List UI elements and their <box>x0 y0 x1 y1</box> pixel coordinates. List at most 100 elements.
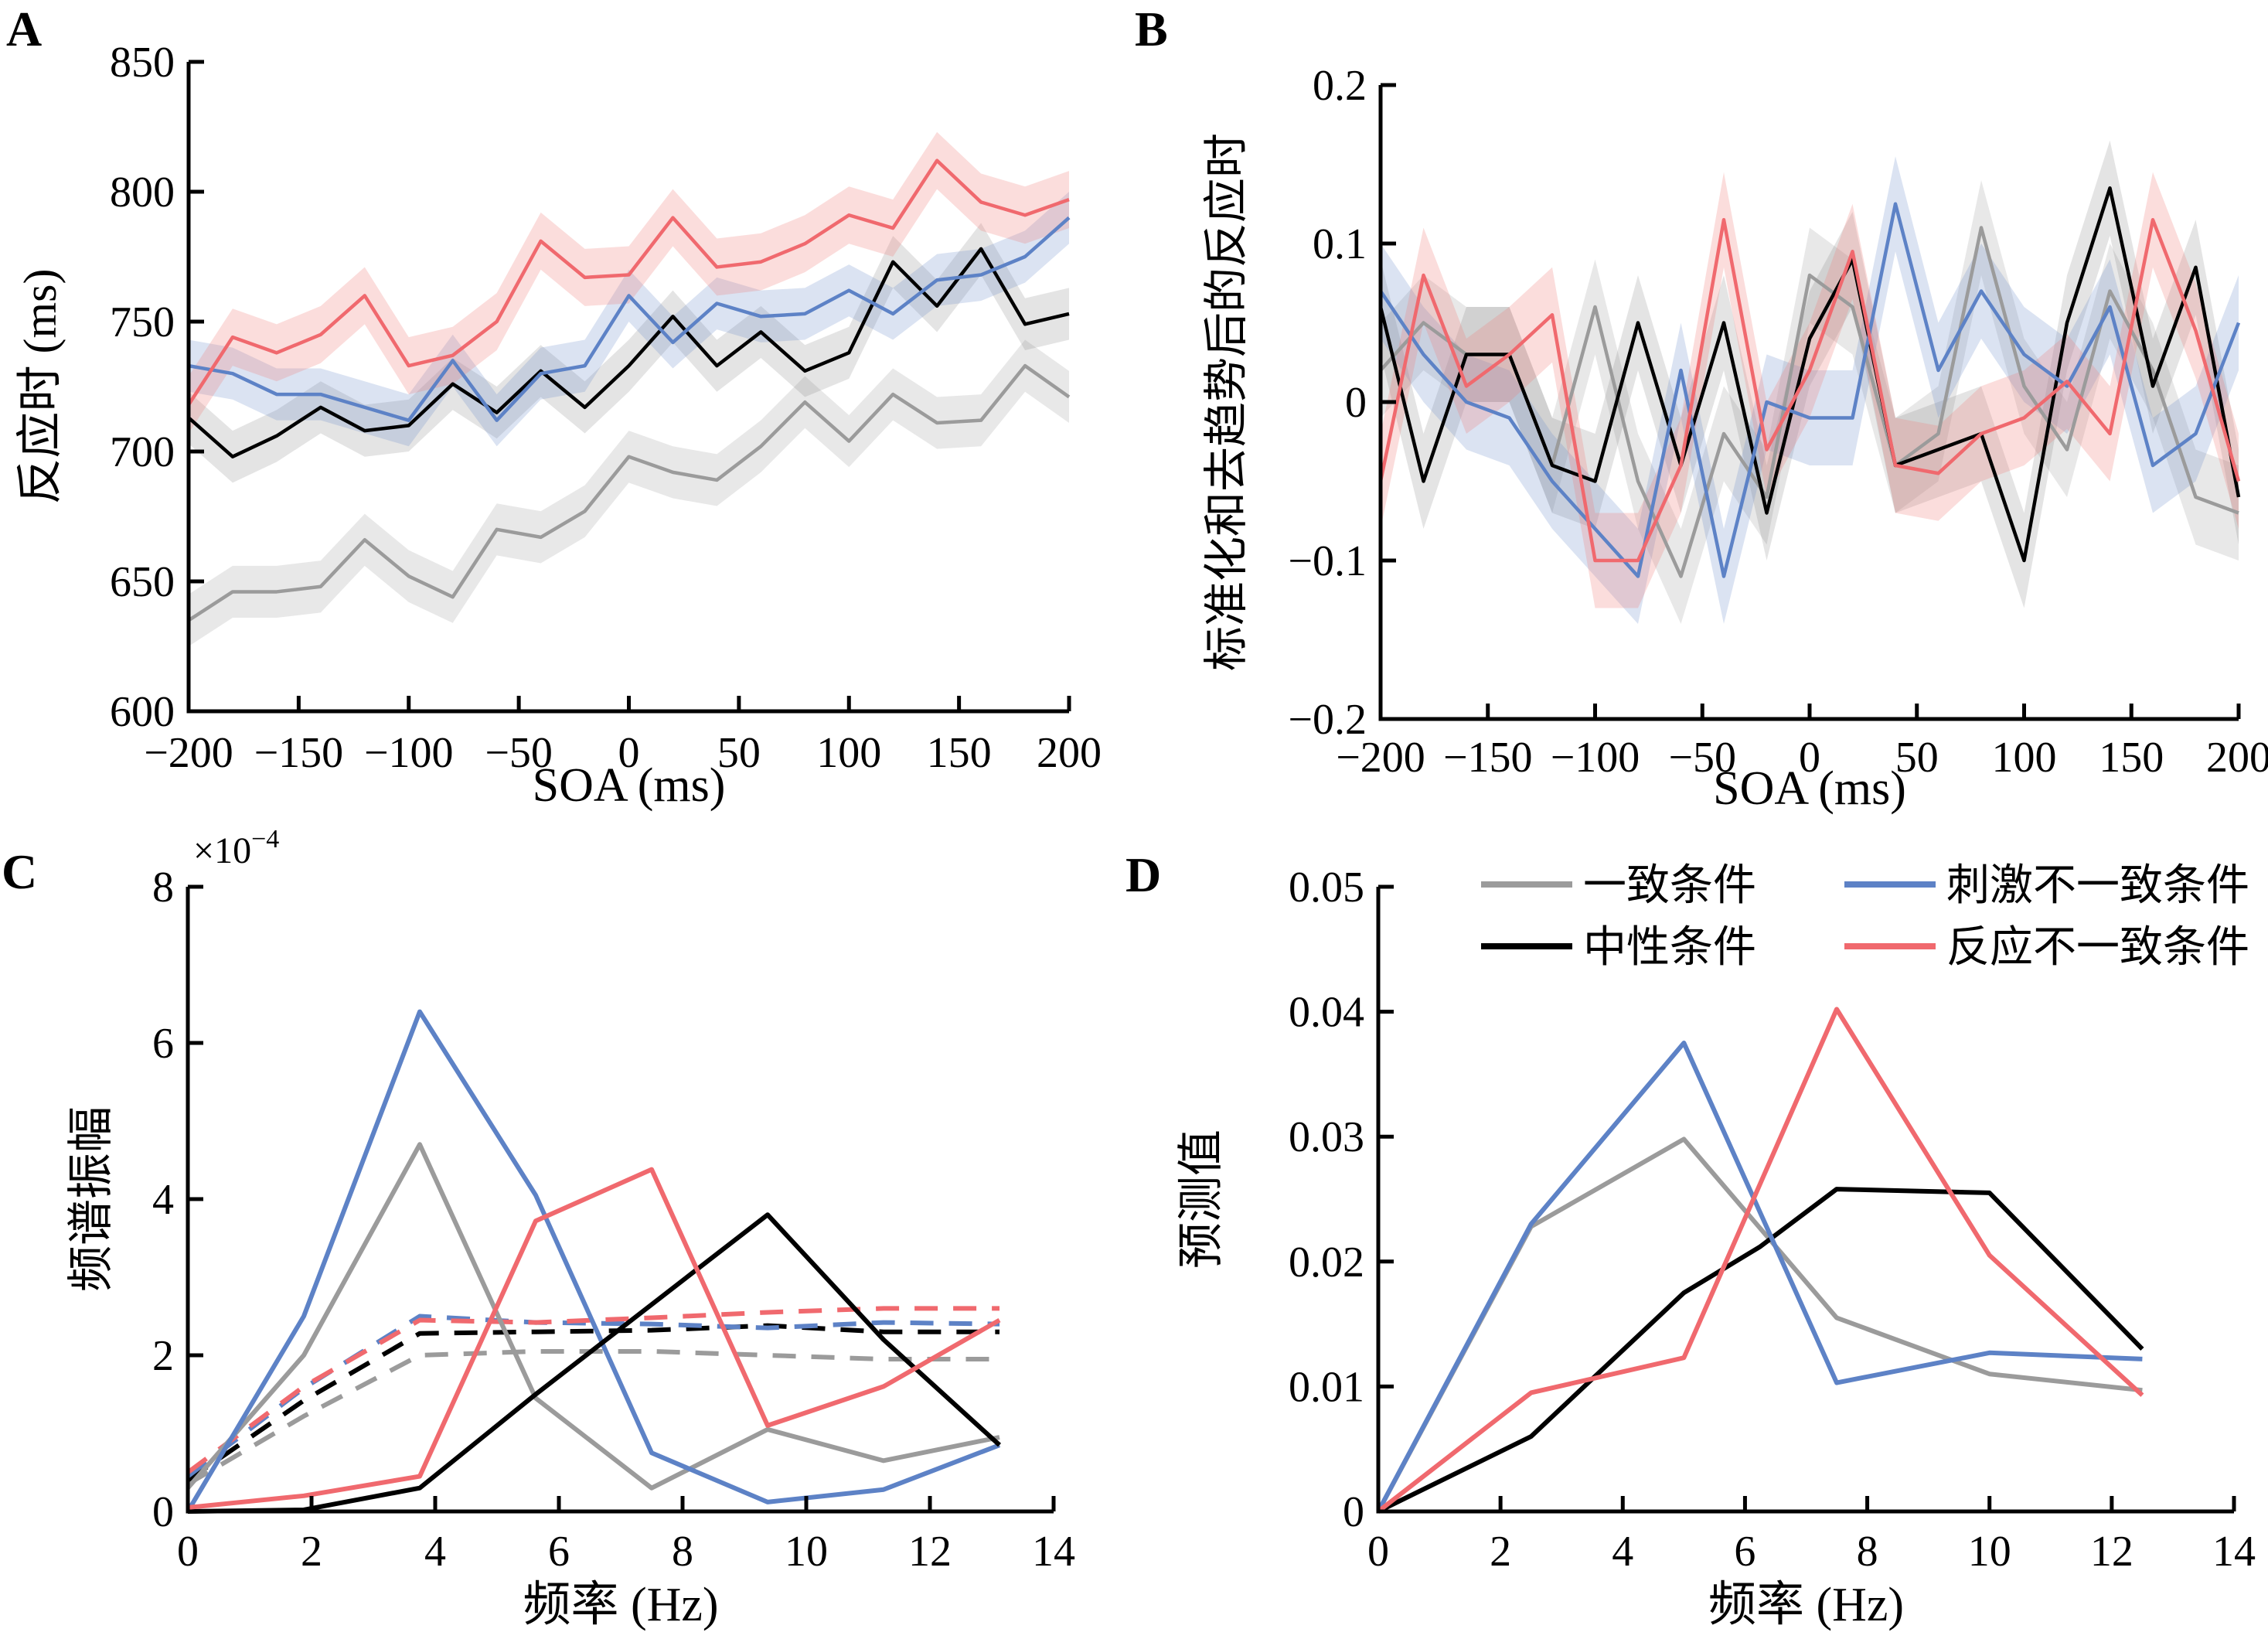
series-band-black <box>1381 140 2239 608</box>
x-tick-label: −150 <box>1443 734 1533 782</box>
x-tick-label: 2 <box>301 1528 322 1576</box>
x-tick-label: 6 <box>1734 1528 1755 1576</box>
x-tick-label: −50 <box>485 729 553 777</box>
y-tick-label: 750 <box>110 298 175 346</box>
panel-a-chart: −200 −150 −100 −50 0 50 100 150 200 600 650 700 750 8… <box>15 39 1102 812</box>
x-tick-label: 8 <box>672 1528 693 1576</box>
x-tick-label: 150 <box>2099 734 2164 782</box>
series-line-black <box>1377 1187 2144 1514</box>
y-tick-label: 0.1 <box>1313 220 1367 268</box>
x-tick-label: −100 <box>1551 734 1640 782</box>
y-tick-label: 0.2 <box>1313 62 1367 110</box>
x-tick-label: 10 <box>785 1528 828 1576</box>
x-tick-label: 4 <box>1612 1528 1633 1576</box>
x-tick-label: 14 <box>2212 1528 2256 1576</box>
series-band-blue <box>1381 156 2239 624</box>
axis-lines <box>186 887 1054 1514</box>
series-line-gray <box>187 363 1071 622</box>
panel-d-chart: 0 2 4 6 8 10 12 14 0 0.01 0.02 0.03 0.04 0.05 频率 (Hz) 预… <box>1176 862 2256 1631</box>
series-band-gray <box>189 339 1069 646</box>
y-tick-label: 6 <box>152 1020 174 1068</box>
y-axis-label: 标准化和去趋势后的反应时 <box>1201 133 1251 671</box>
series-line-gray <box>186 1142 1000 1491</box>
series-band-blue <box>189 192 1069 447</box>
x-axis-label: 频率 (Hz) <box>523 1579 718 1631</box>
x-tick-label: 200 <box>2206 734 2268 782</box>
y-tick-label: 2 <box>152 1332 174 1380</box>
y-tick-label: 0 <box>1345 379 1367 427</box>
x-tick-label: 12 <box>2090 1528 2133 1576</box>
axis-lines <box>1376 887 2234 1514</box>
y-tick-label: 700 <box>110 428 175 476</box>
x-tick-label: 0 <box>1799 734 1820 782</box>
y-tick-label: 0.03 <box>1289 1113 1364 1161</box>
panel-a-label: A <box>6 2 43 56</box>
x-tick-label: 8 <box>1857 1528 1878 1576</box>
series-line-blue <box>1376 1041 2143 1513</box>
x-axis-label: SOA (ms) <box>1713 762 1906 815</box>
x-tick-label: 100 <box>816 729 881 777</box>
x-tick-label: −100 <box>364 729 454 777</box>
x-tick-label: 50 <box>717 729 761 777</box>
series-line-black <box>187 1212 1002 1514</box>
series-line-red-dashed <box>186 1306 999 1474</box>
y-axis-label: 预测值 <box>1176 1130 1227 1269</box>
x-tick-label: 0 <box>177 1528 199 1576</box>
x-tick-label: 12 <box>908 1528 952 1576</box>
legend-label: 一致条件 <box>1583 862 1756 910</box>
y-tick-label: 0.02 <box>1289 1239 1364 1286</box>
y-tick-label: 4 <box>152 1176 174 1224</box>
y-tick-label: 0.05 <box>1289 864 1364 912</box>
y-tick-label: 850 <box>110 39 175 87</box>
x-axis-label: 频率 (Hz) <box>1708 1579 1904 1631</box>
x-tick-label: −50 <box>1668 734 1736 782</box>
series-line-blue <box>1379 202 2241 578</box>
y-axis-label: 反应时 (ms) <box>15 269 66 505</box>
panel-d-label: D <box>1125 847 1162 902</box>
panel-c-label: C <box>2 844 38 899</box>
y-tick-label: 0.01 <box>1289 1363 1364 1411</box>
series-band-red <box>189 131 1069 434</box>
y-tick-label: 0 <box>1343 1488 1364 1536</box>
series-line-blue <box>188 216 1071 422</box>
x-tick-label: 150 <box>927 729 992 777</box>
x-tick-label: 200 <box>1037 729 1102 777</box>
y-tick-label: −0.1 <box>1288 537 1367 585</box>
series-band-gray <box>1381 180 2239 624</box>
x-tick-label: 100 <box>1992 734 2057 782</box>
y-tick-label: 0 <box>152 1488 174 1536</box>
x-tick-label: 0 <box>618 729 640 777</box>
x-tick-label: 6 <box>548 1528 570 1576</box>
y-tick-label: 600 <box>110 688 175 736</box>
x-tick-label: −200 <box>1336 734 1425 782</box>
y-tick-label: 800 <box>110 169 175 216</box>
y-axis-label: 频谱振幅 <box>66 1106 117 1292</box>
x-tick-label: −150 <box>254 729 344 777</box>
x-tick-label: 10 <box>1968 1528 2011 1576</box>
x-tick-label: −200 <box>144 729 233 777</box>
series-line-red <box>1378 218 2241 563</box>
x-axis-label: SOA (ms) <box>533 759 726 812</box>
series-line-red <box>1377 1007 2144 1514</box>
series-band-red <box>1381 172 2239 608</box>
series-line-red <box>187 158 1070 406</box>
series-line-black-dashed <box>186 1323 999 1483</box>
series-line-gray-dashed <box>186 1348 999 1487</box>
x-tick-label: 4 <box>424 1528 446 1576</box>
series-line-black <box>1378 186 2241 563</box>
y-axis-multiplier: ×10−4 <box>193 825 279 871</box>
series-line-blue <box>186 1009 1001 1513</box>
y-tick-label: 0.04 <box>1289 989 1364 1037</box>
x-tick-label: 50 <box>1895 734 1939 782</box>
x-tick-label: 0 <box>1367 1528 1389 1576</box>
panel-b-label: B <box>1135 2 1168 56</box>
y-tick-label: 8 <box>152 864 174 912</box>
x-tick-label: 2 <box>1490 1528 1511 1576</box>
legend-label: 中性条件 <box>1583 924 1756 972</box>
series-line-red <box>187 1167 1001 1510</box>
legend-label: 刺激不一致条件 <box>1946 862 2249 910</box>
legend-label: 反应不一致条件 <box>1946 924 2249 972</box>
panel-b-chart: −200 −150 −100 −50 0 50 100 150 200 −0.2 −0.1 0 0.1 0… <box>1201 62 2268 815</box>
